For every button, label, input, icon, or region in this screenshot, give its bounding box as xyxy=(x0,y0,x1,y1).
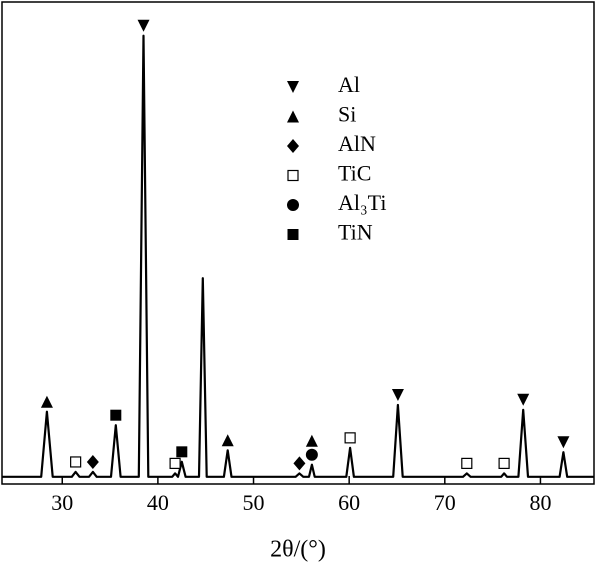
phase-marker xyxy=(305,434,318,447)
phase-marker xyxy=(557,436,570,449)
legend-label: Al xyxy=(338,72,360,97)
legend-symbol xyxy=(287,169,299,182)
legend-label: Si xyxy=(338,102,356,127)
phase-marker xyxy=(137,19,150,32)
phase-marker xyxy=(293,456,306,471)
legend-label: TiC xyxy=(338,161,371,186)
plot-frame xyxy=(1,1,595,485)
legend-symbol xyxy=(287,199,299,211)
x-axis-label: 2θ/(°) xyxy=(270,537,326,563)
legend-label: Al₃Ti xyxy=(338,190,386,215)
legend-symbol xyxy=(287,229,299,240)
legend-symbol xyxy=(287,110,299,123)
phase-marker xyxy=(391,388,404,401)
phase-marker xyxy=(517,393,530,406)
phase-marker xyxy=(344,432,356,444)
phase-marker xyxy=(305,448,318,461)
phase-marker xyxy=(169,457,181,469)
phase-marker xyxy=(176,446,188,458)
xrd-pattern xyxy=(2,34,594,478)
phase-marker xyxy=(86,454,99,469)
x-tick-label: 30 xyxy=(51,490,73,515)
x-tick-label: 70 xyxy=(434,490,456,515)
legend-label: AlN xyxy=(338,131,376,156)
phase-marker xyxy=(461,457,473,469)
phase-marker xyxy=(110,409,122,421)
phase-marker xyxy=(70,456,82,468)
phase-marker xyxy=(498,457,510,469)
legend-symbol xyxy=(287,81,299,93)
phase-marker xyxy=(40,395,53,408)
legend-label: TiN xyxy=(338,220,373,245)
legend-symbol xyxy=(287,139,299,153)
phase-marker xyxy=(221,434,234,447)
x-tick-label: 40 xyxy=(147,490,169,515)
x-tick-label: 60 xyxy=(338,490,360,515)
x-tick-label: 80 xyxy=(529,490,551,515)
x-tick-label: 50 xyxy=(243,490,265,515)
